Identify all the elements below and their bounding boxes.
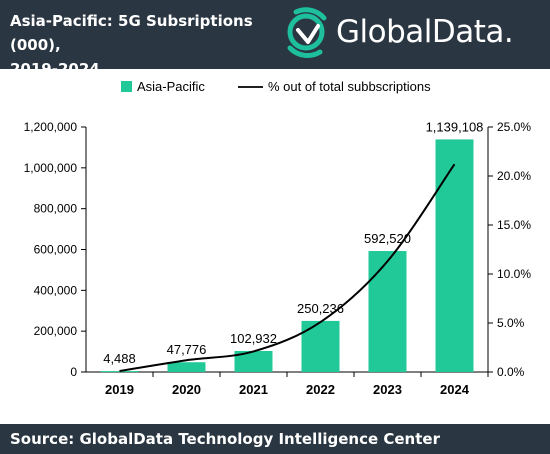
y-left-tick-label: 800,000 (34, 202, 78, 216)
bar-2019 (100, 371, 139, 373)
bar-data-label: 592,520 (364, 231, 411, 246)
y-left-tick-label: 0 (70, 365, 77, 379)
legend-label-percent: % out of total subbscriptions (268, 79, 431, 94)
y-left-tick-label: 600,000 (34, 243, 78, 257)
y-right-tick-label: 20.0% (497, 169, 531, 183)
bar-2022 (301, 320, 340, 372)
x-tick-label: 2023 (373, 382, 402, 397)
chart-title: Asia-Pacific: 5G Subsriptions (000), 201… (10, 9, 300, 81)
y-left-tick-label: 400,000 (34, 283, 78, 297)
x-tick-label: 2022 (306, 382, 335, 397)
percent-line-series (119, 163, 456, 373)
bar-data-label: 1,139,108 (426, 119, 484, 134)
header-banner: Asia-Pacific: 5G Subsriptions (000), 201… (0, 0, 550, 78)
y-right-tick-label: 5.0% (497, 316, 525, 330)
globaldata-logo: GlobalData. (284, 6, 544, 62)
bar-2021 (234, 350, 273, 372)
bar-2024 (435, 139, 474, 372)
x-tick-label: 2019 (105, 382, 134, 397)
title-line-1: Asia-Pacific: 5G Subsriptions (000), (10, 12, 253, 54)
x-tick-label: 2021 (239, 382, 268, 397)
bar-data-label: 4,488 (103, 351, 136, 366)
footer-banner: Source: GlobalData Technology Intelligen… (0, 424, 550, 454)
bar-data-label: 47,776 (167, 342, 207, 357)
combo-chart: Asia-Pacific % out of total subbscription… (24, 79, 532, 397)
bar-data-label: 102,932 (230, 331, 277, 346)
y-left-tick-label: 1,200,000 (24, 120, 78, 134)
x-tick-label: 2024 (440, 382, 470, 397)
bar-data-label: 250,236 (297, 301, 344, 316)
bar-2020 (167, 362, 206, 372)
y-right-tick-label: 25.0% (497, 120, 531, 134)
legend-swatch-asia-pacific (121, 81, 132, 92)
title-line-2: 2019-2024 (10, 60, 100, 78)
logo-text: GlobalData. (336, 14, 514, 50)
globe-logo-icon (287, 7, 327, 58)
y-right-tick-label: 15.0% (497, 218, 531, 232)
y-right-tick-label: 10.0% (497, 267, 531, 281)
bar-2023 (368, 251, 407, 372)
source-text: Source: GlobalData Technology Intelligen… (10, 430, 440, 448)
y-left-tick-label: 200,000 (34, 324, 78, 338)
y-right-tick-label: 0.0% (497, 365, 525, 379)
x-tick-label: 2020 (172, 382, 201, 397)
chart-area: Asia-Pacific % out of total subbscription… (0, 69, 550, 424)
legend-label-asia-pacific: Asia-Pacific (137, 79, 205, 94)
y-left-tick-label: 1,000,000 (24, 161, 78, 175)
